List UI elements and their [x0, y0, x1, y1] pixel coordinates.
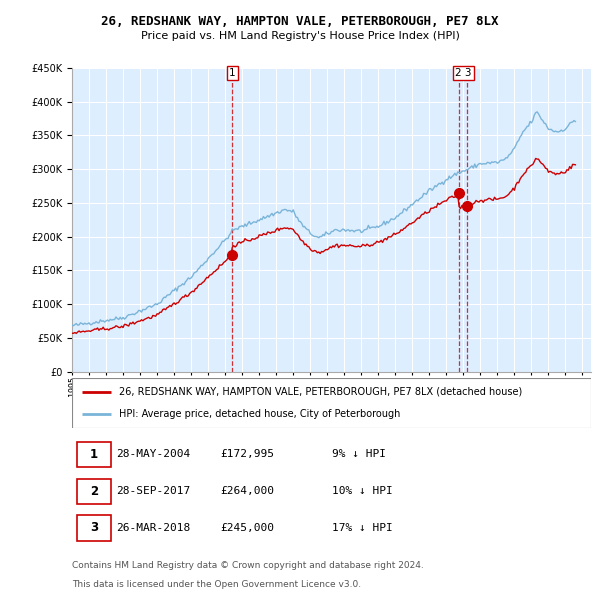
Text: 2 3: 2 3 — [455, 68, 472, 78]
Text: HPI: Average price, detached house, City of Peterborough: HPI: Average price, detached house, City… — [119, 409, 400, 419]
Text: £172,995: £172,995 — [220, 450, 274, 460]
Text: This data is licensed under the Open Government Licence v3.0.: This data is licensed under the Open Gov… — [72, 581, 361, 589]
Text: 3: 3 — [90, 522, 98, 535]
FancyBboxPatch shape — [77, 478, 111, 504]
Text: 1: 1 — [90, 448, 98, 461]
Text: 17% ↓ HPI: 17% ↓ HPI — [331, 523, 392, 533]
Text: 28-SEP-2017: 28-SEP-2017 — [116, 486, 190, 496]
Text: 26, REDSHANK WAY, HAMPTON VALE, PETERBOROUGH, PE7 8LX (detached house): 26, REDSHANK WAY, HAMPTON VALE, PETERBOR… — [119, 386, 522, 396]
Text: 1: 1 — [229, 68, 235, 78]
Text: 9% ↓ HPI: 9% ↓ HPI — [331, 450, 386, 460]
FancyBboxPatch shape — [77, 442, 111, 467]
Text: £264,000: £264,000 — [220, 486, 274, 496]
Text: 26, REDSHANK WAY, HAMPTON VALE, PETERBOROUGH, PE7 8LX: 26, REDSHANK WAY, HAMPTON VALE, PETERBOR… — [101, 15, 499, 28]
Text: 26-MAR-2018: 26-MAR-2018 — [116, 523, 190, 533]
Text: Contains HM Land Registry data © Crown copyright and database right 2024.: Contains HM Land Registry data © Crown c… — [72, 561, 424, 571]
FancyBboxPatch shape — [72, 378, 591, 428]
Text: 10% ↓ HPI: 10% ↓ HPI — [331, 486, 392, 496]
Text: 2: 2 — [90, 484, 98, 498]
FancyBboxPatch shape — [77, 515, 111, 540]
Text: £245,000: £245,000 — [220, 523, 274, 533]
Text: 28-MAY-2004: 28-MAY-2004 — [116, 450, 190, 460]
Text: Price paid vs. HM Land Registry's House Price Index (HPI): Price paid vs. HM Land Registry's House … — [140, 31, 460, 41]
